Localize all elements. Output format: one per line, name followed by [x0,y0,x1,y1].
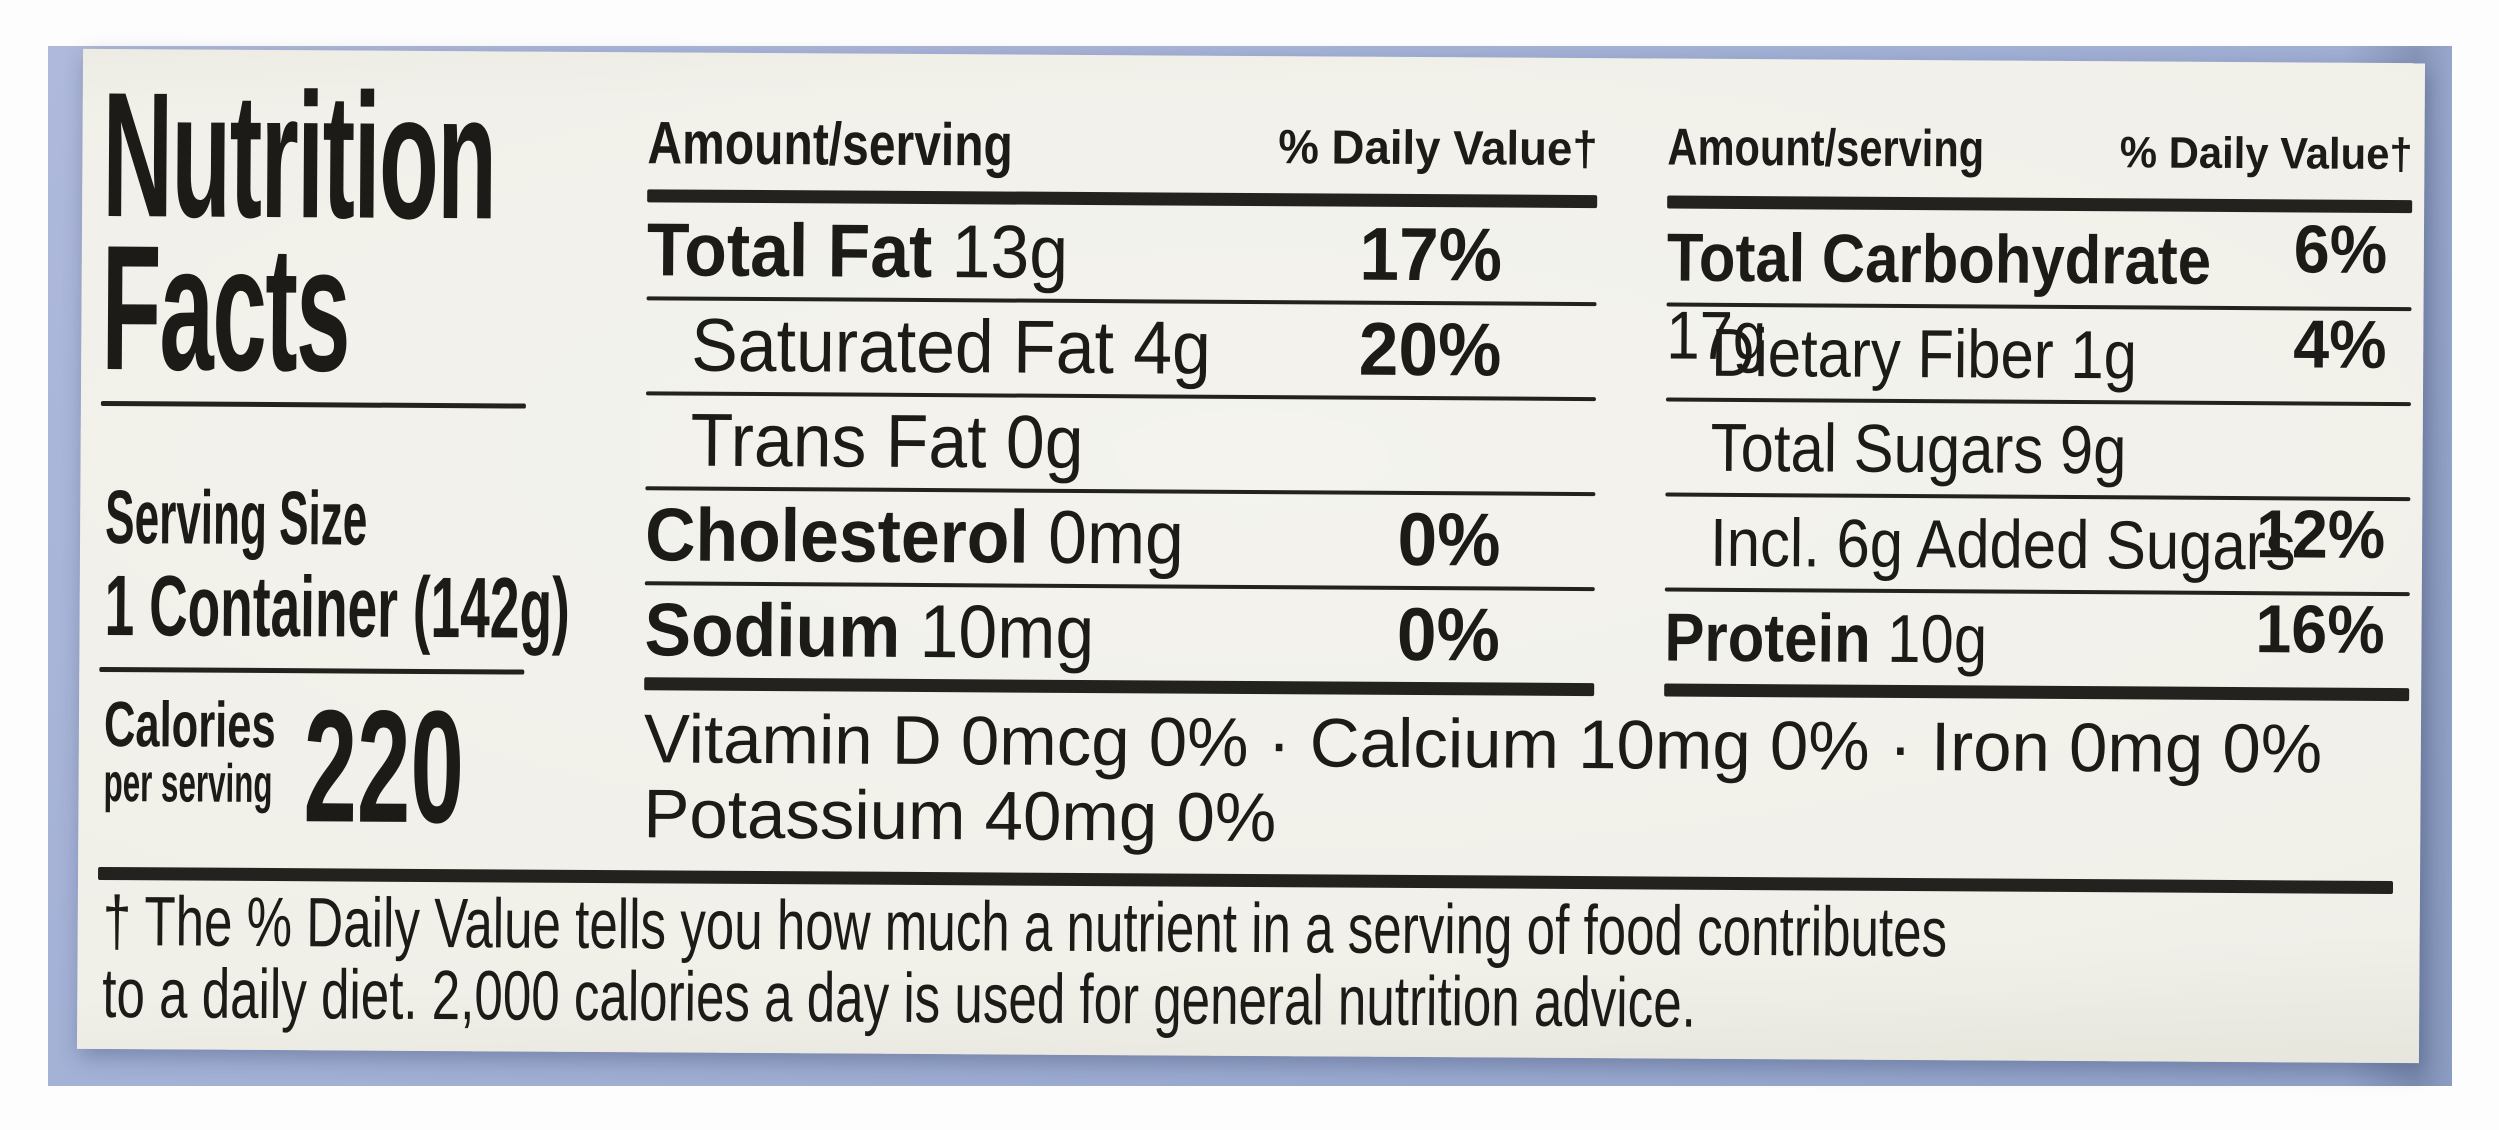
daily-value-total-carbohydrate: 6% [2293,211,2388,288]
row-trans-fat: Trans Fat 0g [690,397,1084,484]
column-header-amount: Amount/serving [1667,118,1985,179]
row-total-carbohydrate: Total Carbohydrate 17g 6% [1666,211,2388,375]
daily-value-sodium: 0% [1396,591,1500,677]
rule-under-serving [99,666,525,675]
nutrition-label: Nutrition Facts Serving Size 1 Container… [76,48,2426,1064]
row-sodium: Sodium 10mg 0% [644,587,1500,677]
row-saturated-fat: Saturated Fat 4g 20% [691,302,1502,392]
column-header-amount: Amount/serving [647,109,1014,179]
header-rule [647,189,1598,209]
background: Nutrition Facts Serving Size 1 Container… [48,46,2452,1086]
micronutrients-line2: Potassium 40mg 0% [643,775,1277,857]
row-dietary-fiber: Dietary Fiber 1g 4% [1711,306,2387,394]
daily-value-cholesterol: 0% [1396,496,1501,582]
micronutrients-line1: Vitamin D 0mcg 0% · Calcium 10mg 0% · Ir… [643,700,2323,788]
daily-value-protein: 16% [2255,591,2385,668]
daily-value-total-fat: 17% [1358,211,1503,297]
daily-value-dietary-fiber: 4% [2292,306,2387,383]
row-total-sugars: Total Sugars 9g [1710,409,2127,489]
column-header-daily-value: % Daily Value† [1277,121,1598,177]
label-title-line2: Facts [100,207,350,409]
row-cholesterol: Cholesterol 0mg 0% [644,492,1501,582]
daily-value-added-sugars: 12% [2255,496,2386,573]
column-header-daily-value: % Daily Value† [2119,128,2413,180]
row-added-sugars: Incl. 6g Added Sugars 12% [1709,496,2386,585]
row-protein: Protein 10g 16% [1664,591,2385,678]
daily-value-saturated-fat: 20% [1358,306,1502,392]
serving-size-label: Serving Size [104,475,368,562]
calories-value: 220 [303,676,465,857]
row-total-fat: Total Fat 13g 17% [646,207,1503,297]
footnote-line2: to a daily diet. 2,000 calories a day is… [102,953,1697,1042]
